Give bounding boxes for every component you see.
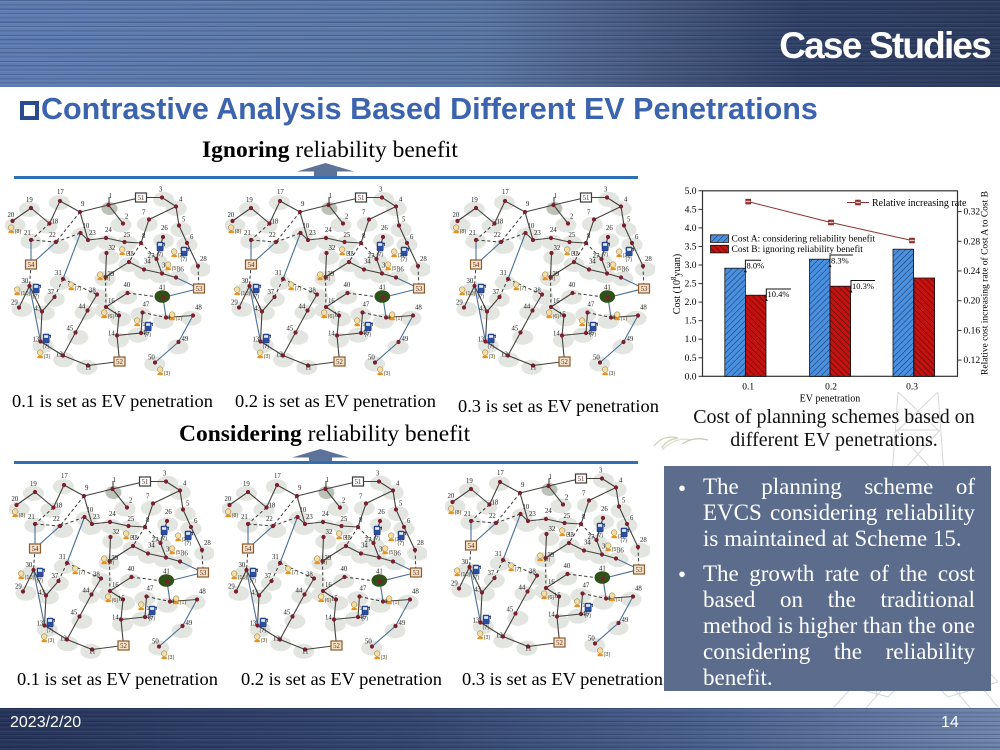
svg-text:1.5: 1.5 <box>685 317 697 327</box>
svg-text:0.12: 0.12 <box>964 356 981 366</box>
svg-text:10.4%: 10.4% <box>768 289 790 299</box>
svg-text:Relative cost increasing rate: Relative cost increasing rate of Cost A … <box>980 191 991 375</box>
svg-text:10.3%: 10.3% <box>852 281 874 291</box>
svg-text:0.3: 0.3 <box>906 382 918 392</box>
svg-text:5.0: 5.0 <box>685 187 697 197</box>
svg-text:3.5: 3.5 <box>685 243 697 253</box>
svg-text:3.0: 3.0 <box>685 261 697 271</box>
svg-text:0.5: 0.5 <box>685 354 697 364</box>
svg-text:2.0: 2.0 <box>685 298 697 308</box>
svg-text:4.5: 4.5 <box>685 205 697 215</box>
svg-text:0.20: 0.20 <box>964 297 981 307</box>
svg-text:0.0: 0.0 <box>685 372 697 382</box>
svg-text:0.32: 0.32 <box>964 208 981 218</box>
svg-text:0.28: 0.28 <box>964 237 981 247</box>
svg-text:1.0: 1.0 <box>685 335 697 345</box>
svg-text:Cost (108yuan): Cost (108yuan) <box>670 254 683 314</box>
svg-text:8.0%: 8.0% <box>747 261 765 271</box>
svg-text:Cost A: considering reliabilit: Cost A: considering reliability benefit <box>732 234 876 245</box>
svg-text:EV penetration: EV penetration <box>800 393 861 404</box>
svg-text:4.0: 4.0 <box>685 224 697 234</box>
svg-text:0.2: 0.2 <box>825 382 837 392</box>
svg-text:2.5: 2.5 <box>685 280 697 290</box>
svg-text:0.24: 0.24 <box>964 267 981 277</box>
svg-text:8.3%: 8.3% <box>831 256 849 266</box>
svg-text:0.1: 0.1 <box>742 382 754 392</box>
svg-text:Cost B: ignoring reliability b: Cost B: ignoring reliability benefit <box>732 244 864 255</box>
svg-text:Relative increasing rate: Relative increasing rate <box>872 198 967 209</box>
svg-text:0.16: 0.16 <box>964 326 981 336</box>
